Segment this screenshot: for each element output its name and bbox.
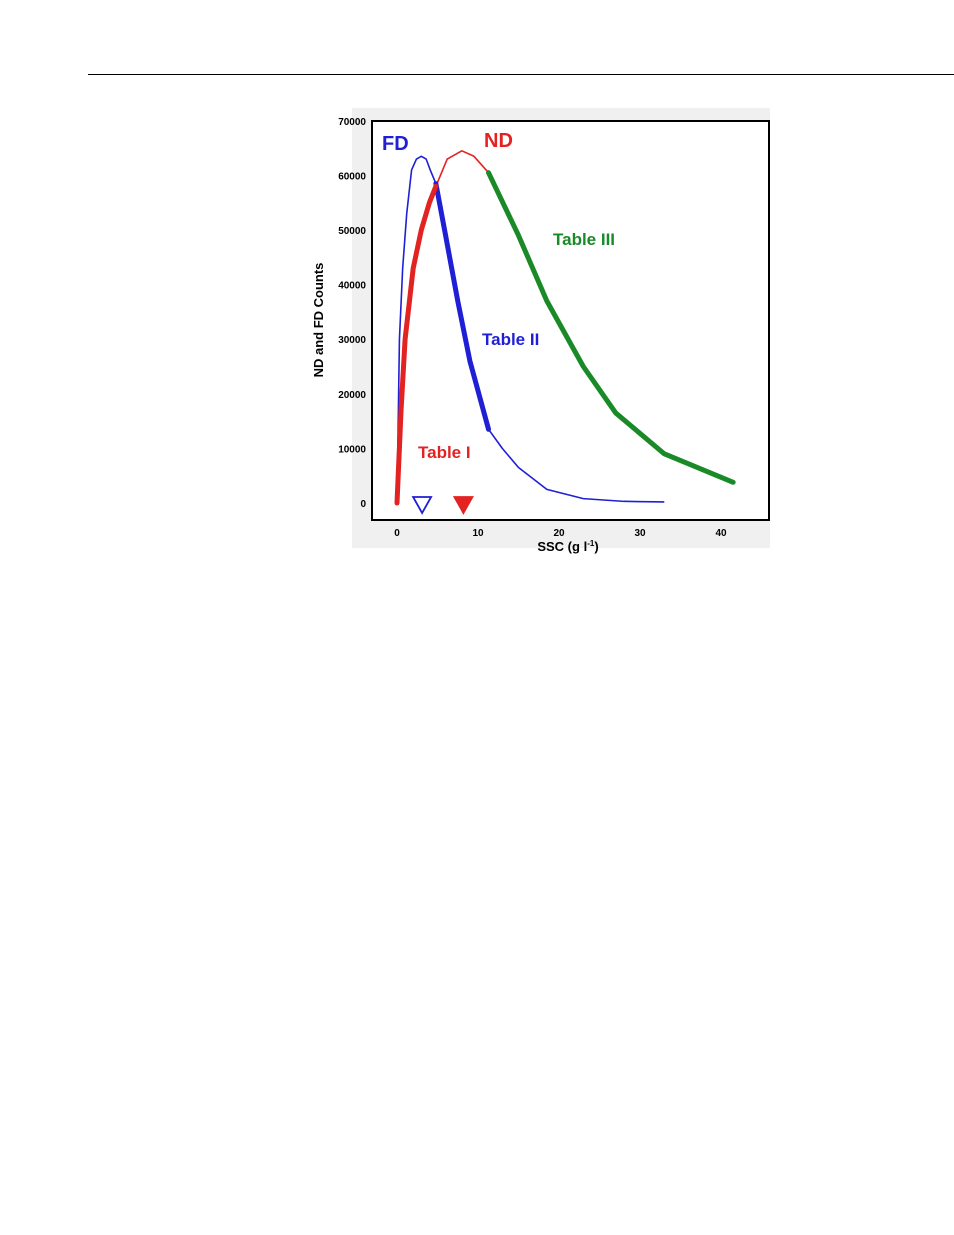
label-table-iii: Table III (553, 230, 615, 249)
x-tick-label: 30 (634, 528, 646, 539)
nd-marker (452, 496, 474, 515)
fd-marker (411, 496, 433, 515)
x-tick-label: 10 (472, 528, 484, 539)
y-tick-label: 70000 (338, 117, 366, 128)
y-tick-label: 30000 (338, 335, 366, 346)
annotations: FD ND Table I Table II Table III (382, 130, 615, 462)
y-tick-label: 10000 (338, 444, 366, 455)
label-nd: ND (484, 130, 513, 152)
label-table-ii: Table II (482, 330, 539, 349)
y-tick-label: 0 (360, 499, 366, 510)
y-tick-labels: 0 10000 20000 30000 40000 50000 60000 70000 (338, 117, 366, 510)
series-bold-segment-nd (394, 183, 439, 506)
y-axis-label: ND and FD Counts (311, 263, 326, 378)
series-bold-lines (394, 170, 736, 506)
x-tick-label: 40 (715, 528, 727, 539)
label-table-i: Table I (418, 443, 471, 462)
y-tick-label: 60000 (338, 171, 366, 182)
y-tick-label: 40000 (338, 281, 366, 292)
x-tick-label: 20 (553, 528, 565, 539)
markers (411, 496, 474, 515)
x-tick-labels: 0 10 20 30 40 (394, 528, 727, 539)
series-bold-segment-fd (433, 181, 492, 432)
series-bold-segment-table-iii (486, 170, 736, 485)
x-axis-label: SSC (g l-1) (537, 539, 598, 554)
x-tick-label: 0 (394, 528, 400, 539)
label-fd: FD (382, 133, 409, 155)
header-rule (88, 74, 954, 75)
y-tick-label: 20000 (338, 390, 366, 401)
y-tick-label: 50000 (338, 226, 366, 237)
